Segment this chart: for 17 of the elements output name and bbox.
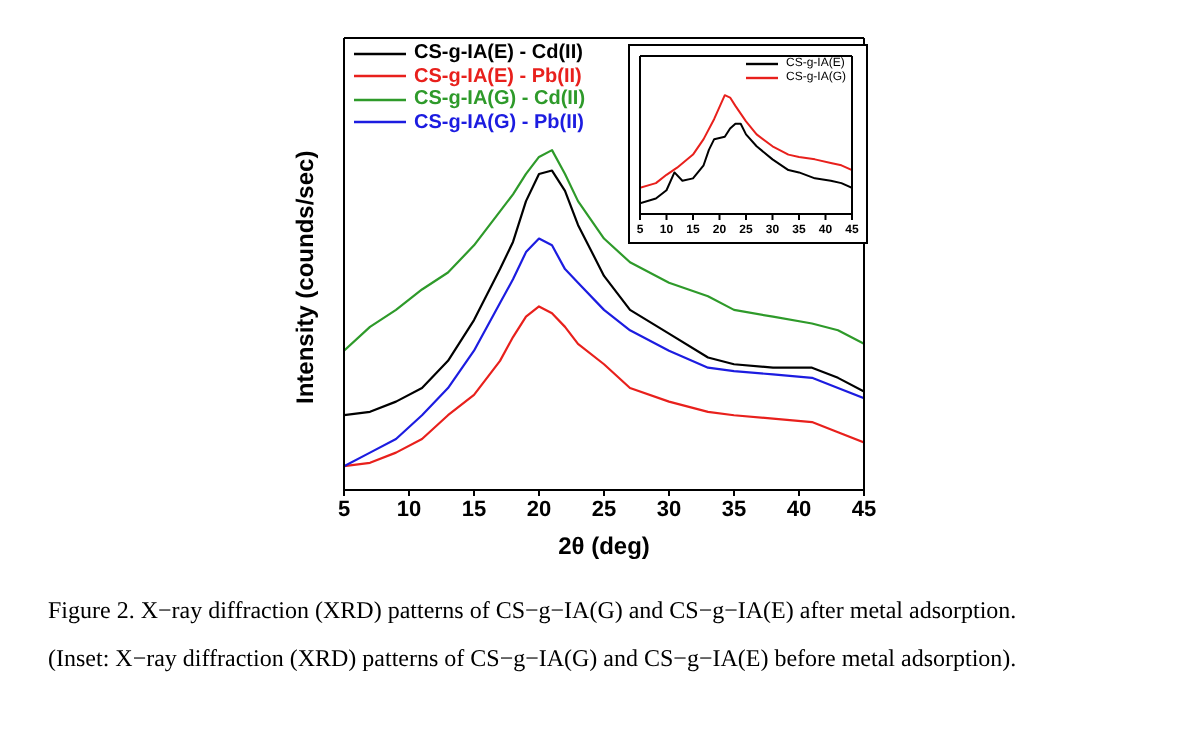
x-tick-label: 15 xyxy=(461,497,487,522)
legend-label: CS-g-IA(E) - Cd(II) xyxy=(414,42,583,65)
x-tick-label: 10 xyxy=(396,497,422,522)
x-tick-label: 30 xyxy=(656,497,682,522)
x-tick-label: 35 xyxy=(721,497,747,522)
y-axis-title: Intensity (counds/sec) xyxy=(290,150,319,404)
legend-label: CS-g-IA(G) - Cd(II) xyxy=(414,88,586,111)
x-tick-label: 20 xyxy=(526,497,552,522)
x-tick-label: 25 xyxy=(591,497,617,522)
x-tick-label: 45 xyxy=(851,497,877,522)
x-tick-label: 40 xyxy=(786,497,812,522)
caption: Figure 2. X−ray diffraction (XRD) patterns of CS−g−IA(G) and CS−g−IA(E) after metal adsorption. xyxy=(48,596,1019,626)
legend-label: CS-g-IA(G) - Pb(II) xyxy=(414,111,584,134)
text: (Inset: X−ray diffraction (XRD) patterns of CS−g−IA(G) and CS−g−IA(E) before metal adsorption). xyxy=(48,644,1019,674)
x-axis-title: 2θ (deg) xyxy=(558,532,650,560)
legend-label: CS-g-IA(E) - Pb(II) xyxy=(414,65,582,88)
x-tick-label: 5 xyxy=(337,497,351,522)
